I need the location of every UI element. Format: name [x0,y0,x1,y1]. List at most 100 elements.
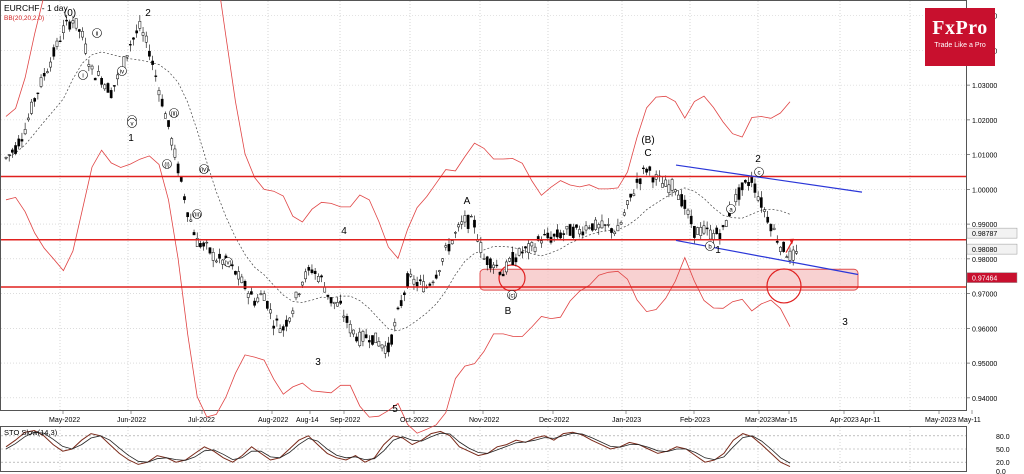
candle-body [479,242,483,253]
logo-brand: FxPro [932,17,988,39]
wave-label: B [505,306,512,317]
candle-body [65,19,68,22]
price-tick-label: 1.00000 [972,187,997,194]
wave-label: (c) [509,294,516,300]
candle-body [313,270,317,274]
date-label: Feb-2023 [680,417,710,424]
oscillator-label: STO Slow(14,3) [4,428,58,437]
candle-body [508,258,511,262]
wave-label: ii [96,32,99,38]
date-label: May-11 [958,417,981,424]
bollinger-middle [5,51,791,332]
candle-body [533,246,537,252]
wave-label: (0) [64,8,76,19]
candle-body [320,275,323,278]
candle-body [775,240,779,243]
price-tick-label: 0.96000 [972,326,997,333]
candle-body [495,264,499,267]
wave-label: i [82,74,83,80]
candle-body [4,156,8,159]
highlighted-price-label: 0.97464 [972,276,997,283]
candle-body [265,300,269,309]
candle-body [46,71,49,74]
candle-body [686,209,690,215]
candle-body [42,73,46,77]
candle-body [737,187,741,200]
candle-body [135,30,139,34]
candle-body [348,323,352,334]
candle-body [571,226,575,238]
candle-body [301,281,304,286]
candle-body [132,37,135,40]
candle-body [434,274,438,279]
candle-body [520,251,524,254]
price-panel-frame [0,0,967,411]
candle-body [36,92,40,95]
candle-body [192,232,196,236]
candle-body [377,341,381,347]
candle-body [58,40,62,42]
candle-body [460,221,464,225]
candle-body [715,227,719,235]
price-label-box [966,272,1018,283]
candle-body [250,291,253,295]
oscillator-tick-label: 80.0 [996,434,1010,441]
candle-body [393,322,397,327]
candle-body [527,243,531,253]
bollinger-bands [5,0,791,434]
candle-body [100,78,103,85]
candle-body [144,35,148,43]
candle-body [275,318,279,321]
candle-body [632,193,636,196]
candle-body [661,183,664,188]
candle-body [20,139,24,142]
wave-label-circle [705,241,715,251]
candle-body [689,215,693,225]
candle-body [638,178,642,185]
candle-body [17,138,21,147]
candle-body [367,340,371,343]
price-tick-label: 0.97000 [972,292,997,299]
candle-body [530,242,534,247]
date-label: Apr-2023 [830,417,859,424]
candle-body [492,264,495,268]
candle-body [339,300,342,304]
bollinger-upper [5,0,791,260]
candle-body [565,225,569,230]
wave-label-circle [169,108,179,118]
wave-label: (B) [641,135,654,146]
candle-body [664,179,668,187]
candle-body [205,241,209,244]
candle-body [122,56,126,69]
wave-label: 3 [842,317,848,328]
candle-body [555,229,559,238]
candle-body [23,129,27,135]
candle-body [326,294,330,297]
highlighted-price-label: 0.98080 [972,247,997,254]
wave-label: 4 [341,226,347,237]
candle-body [750,176,754,183]
candle-body [39,77,43,87]
candle-body [454,232,457,234]
candle-body [791,249,795,261]
wave-label: (i) [164,163,169,169]
date-label: Oct-2022 [400,417,429,424]
candle-body [26,117,30,121]
candle-body [540,240,543,244]
candle-body [288,317,291,322]
candle-body [473,219,476,228]
candle-body [62,25,65,33]
candle-body [642,167,645,170]
candle-body [788,250,792,261]
candle-body [418,279,422,282]
candle-body [116,74,119,80]
candle-body [616,225,620,232]
candle-body [199,243,202,248]
candle-body [584,225,588,231]
candle-body [93,77,97,81]
candle-body [87,64,91,67]
candle-body [753,183,757,193]
candle-body [578,229,582,235]
wave-label: (iii) [193,213,201,219]
candle-body [52,47,56,57]
